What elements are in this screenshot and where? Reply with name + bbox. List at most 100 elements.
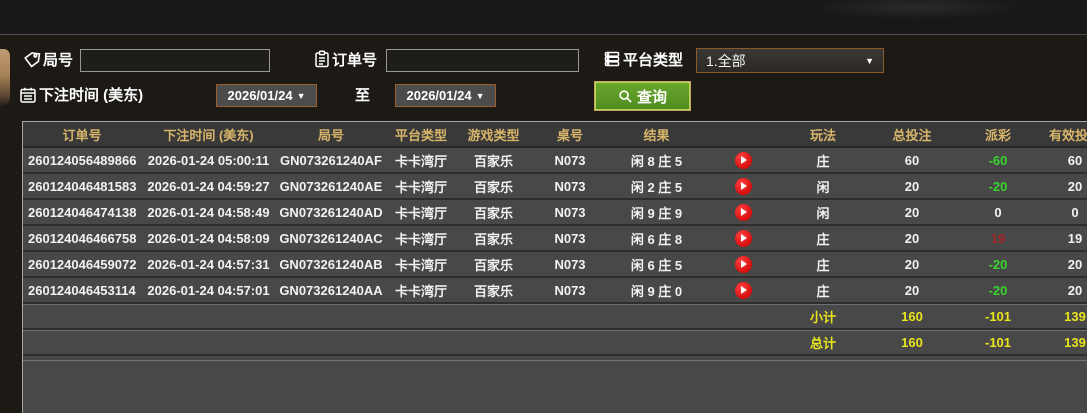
cell-game-no: GN073261240AD — [279, 204, 383, 220]
cell-game-type: 百家乐 — [473, 205, 513, 221]
cell-result: 闲 6 庄 5 — [630, 257, 683, 273]
bet-records-table: 订单号 下注时间 (美东) 局号 平台类型 游戏类型 桌号 结果 玩法 总投注 … — [22, 121, 1087, 413]
cell-payout: -20 — [988, 178, 1008, 194]
order-no-label: 订单号 — [332, 52, 378, 69]
replay-play-icon[interactable] — [734, 229, 752, 247]
cell-valid-bet: 20 — [1067, 178, 1083, 194]
total-total-bet: 160 — [901, 335, 923, 350]
subtotal-label: 小计 — [809, 310, 836, 325]
table-row[interactable]: 260124046474138 2026-01-24 04:58:49 GN07… — [23, 200, 1087, 226]
cell-result: 闲 8 庄 5 — [630, 153, 683, 169]
faint-watermark — [807, 0, 1027, 20]
cell-platform: 卡卡湾厅 — [394, 257, 447, 273]
replay-play-icon[interactable] — [734, 177, 752, 195]
cell-total-bet: 20 — [904, 204, 920, 220]
cell-play-type: 庄 — [816, 153, 830, 169]
game-no-label: 局号 — [43, 52, 74, 69]
cell-payout: 19 — [990, 230, 1006, 246]
cell-platform: 卡卡湾厅 — [394, 153, 447, 169]
bet-time-label: 下注时间 (美东) — [39, 87, 144, 104]
cell-total-bet: 20 — [904, 230, 920, 246]
replay-play-icon[interactable] — [734, 281, 752, 299]
cell-payout: 0 — [994, 204, 1002, 220]
header-table-no: 桌号 — [556, 127, 583, 143]
header-play-type: 玩法 — [809, 127, 836, 143]
replay-play-icon[interactable] — [734, 255, 752, 273]
cell-payout: -20 — [988, 256, 1008, 272]
platform-type-value: 1.全部 — [706, 52, 746, 69]
table-row[interactable]: 260124056489866 2026-01-24 05:00:11 GN07… — [23, 148, 1087, 174]
date-from-value: 2026/01/24 — [227, 88, 293, 103]
list-icon — [603, 50, 621, 68]
cell-table-no: N073 — [554, 204, 586, 220]
cell-order-no: 260124056489866 — [28, 152, 137, 168]
total-label: 总计 — [809, 336, 836, 351]
cell-game-type: 百家乐 — [473, 283, 513, 299]
cell-table-no: N073 — [554, 230, 586, 246]
replay-play-icon[interactable] — [734, 203, 752, 221]
game-no-input[interactable] — [80, 49, 270, 72]
order-no-input[interactable] — [386, 49, 579, 72]
date-to-value: 2026/01/24 — [406, 88, 472, 103]
cell-valid-bet: 60 — [1067, 152, 1083, 168]
cell-order-no: 260124046481583 — [28, 178, 137, 194]
cell-total-bet: 20 — [904, 282, 920, 298]
cell-bet-time: 2026-01-24 04:58:09 — [147, 230, 270, 246]
query-button-label: 查询 — [636, 88, 667, 106]
cell-order-no: 260124046474138 — [28, 204, 137, 220]
subtotal-total-bet: 160 — [901, 309, 923, 324]
cell-platform: 卡卡湾厅 — [394, 283, 447, 299]
header-payout: 派彩 — [984, 127, 1011, 143]
header-bet-time: 下注时间 (美东) — [163, 127, 254, 143]
total-payout: -101 — [984, 335, 1012, 350]
chevron-down-icon: ▼ — [865, 55, 874, 66]
table-row[interactable]: 260124046481583 2026-01-24 04:59:27 GN07… — [23, 174, 1087, 200]
header-total-bet: 总投注 — [892, 127, 932, 143]
cell-game-no: GN073261240AF — [280, 152, 382, 168]
platform-type-select[interactable]: 1.全部 ▼ — [696, 48, 884, 73]
clipboard-icon — [313, 50, 331, 68]
cell-game-no: GN073261240AB — [279, 256, 383, 272]
cell-order-no: 260124046466758 — [28, 230, 137, 246]
cell-total-bet: 60 — [904, 152, 920, 168]
cell-platform: 卡卡湾厅 — [394, 205, 447, 221]
replay-play-icon[interactable] — [734, 151, 752, 169]
header-game-type: 游戏类型 — [467, 127, 520, 143]
cell-result: 闲 6 庄 8 — [630, 231, 683, 247]
top-bar — [0, 0, 1087, 35]
cell-bet-time: 2026-01-24 04:57:01 — [147, 282, 270, 298]
cell-table-no: N073 — [554, 152, 586, 168]
header-result: 结果 — [643, 127, 670, 143]
table-empty-area — [23, 356, 1087, 361]
tag-icon — [23, 51, 41, 69]
chevron-down-icon: ▼ — [475, 90, 485, 101]
header-game-no: 局号 — [317, 127, 344, 143]
table-row[interactable]: 260124046453114 2026-01-24 04:57:01 GN07… — [23, 278, 1087, 304]
table-row[interactable]: 260124046459072 2026-01-24 04:57:31 GN07… — [23, 252, 1087, 278]
cell-total-bet: 20 — [904, 178, 920, 194]
table-header-row: 订单号 下注时间 (美东) 局号 平台类型 游戏类型 桌号 结果 玩法 总投注 … — [23, 122, 1087, 148]
cell-game-no: GN073261240AA — [279, 282, 383, 298]
search-icon — [619, 89, 632, 103]
cell-bet-time: 2026-01-24 04:58:49 — [147, 204, 270, 220]
date-to-picker[interactable]: 2026/01/24 ▼ — [395, 84, 496, 107]
date-from-picker[interactable]: 2026/01/24 ▼ — [216, 84, 317, 107]
date-range-to-label: 至 — [355, 87, 371, 104]
cell-valid-bet: 0 — [1071, 204, 1079, 220]
header-order-no: 订单号 — [62, 127, 102, 143]
cell-valid-bet: 19 — [1067, 230, 1083, 246]
cell-game-no: GN073261240AC — [279, 230, 383, 246]
cell-platform: 卡卡湾厅 — [394, 179, 447, 195]
cell-total-bet: 20 — [904, 256, 920, 272]
table-row[interactable]: 260124046466758 2026-01-24 04:58:09 GN07… — [23, 226, 1087, 252]
subtotal-row: 小计 160 -101 139 — [23, 304, 1087, 330]
cell-play-type: 庄 — [816, 231, 830, 247]
cell-game-type: 百家乐 — [473, 257, 513, 273]
total-row: 总计 160 -101 139 — [23, 330, 1087, 356]
cell-table-no: N073 — [554, 256, 586, 272]
side-tab-handle[interactable] — [0, 49, 10, 107]
subtotal-payout: -101 — [984, 309, 1012, 324]
query-button[interactable]: 查询 — [595, 82, 690, 110]
report-panel: 局号 订单号 平台类型 1.全部 ▼ — [0, 36, 1087, 413]
